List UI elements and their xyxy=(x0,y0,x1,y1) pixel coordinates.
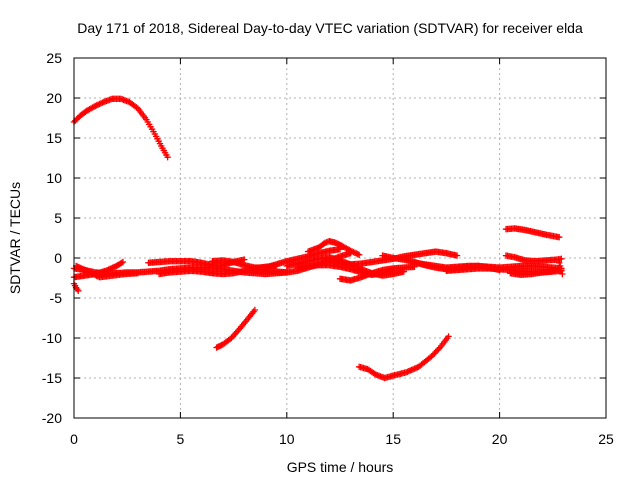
y-tick-label: -15 xyxy=(42,370,62,386)
data-point xyxy=(97,100,105,107)
x-tick-label: 0 xyxy=(70,431,78,447)
y-tick-label: 20 xyxy=(46,90,62,106)
series-arc-8 xyxy=(70,280,82,294)
grid-lines xyxy=(74,58,606,418)
data-point xyxy=(119,258,127,266)
x-tick-label: 20 xyxy=(492,431,508,447)
data-point xyxy=(251,306,259,314)
data-point xyxy=(93,272,100,279)
y-tick-label: -20 xyxy=(42,410,62,426)
data-point xyxy=(559,270,566,278)
data-point xyxy=(555,259,563,266)
data-point xyxy=(558,255,565,262)
data-series xyxy=(70,95,566,382)
data-point xyxy=(371,370,378,378)
data-point xyxy=(241,256,248,263)
data-point xyxy=(432,348,439,356)
data-point xyxy=(347,247,354,254)
data-point xyxy=(134,270,142,277)
data-point xyxy=(351,249,359,256)
y-tick-label: 15 xyxy=(46,130,62,146)
data-point xyxy=(433,347,441,354)
data-point xyxy=(350,248,357,256)
series-arc-2 xyxy=(213,306,259,351)
series-arc-15 xyxy=(304,238,363,258)
x-tick-label: 15 xyxy=(385,431,401,447)
data-point xyxy=(92,271,99,279)
y-tick-label: -5 xyxy=(50,290,63,306)
data-point xyxy=(557,262,564,270)
data-point xyxy=(348,248,356,255)
series-arc-21 xyxy=(502,252,565,265)
axes: 0 5 10 15 20 25 -20 -15 -10 -5 0 5 10 15 20 25 xyxy=(42,50,614,447)
data-point xyxy=(92,102,99,110)
data-point xyxy=(453,252,461,259)
series-arc-9 xyxy=(145,256,248,269)
y-axis-label: SDTVAR / TECUs xyxy=(7,182,23,294)
data-point xyxy=(431,350,438,357)
data-point xyxy=(428,353,435,360)
data-point xyxy=(445,333,452,340)
series-arc-6 xyxy=(70,258,127,281)
data-point xyxy=(75,287,82,294)
data-point xyxy=(90,271,98,278)
x-axis-label: GPS time / hours xyxy=(287,459,394,475)
data-point xyxy=(353,250,360,257)
data-point xyxy=(118,259,125,266)
data-point xyxy=(355,251,363,258)
y-tick-label: 5 xyxy=(54,210,62,226)
x-tick-label: 10 xyxy=(279,431,295,447)
data-point xyxy=(86,269,93,276)
series-arc-1 xyxy=(70,95,171,161)
x-tick-label: 25 xyxy=(598,431,614,447)
data-point xyxy=(435,345,442,353)
series-arc-17 xyxy=(336,263,418,284)
data-point xyxy=(96,100,103,108)
data-point xyxy=(94,101,102,108)
data-point xyxy=(83,267,90,274)
data-point xyxy=(93,102,100,109)
data-point xyxy=(89,270,96,277)
series-arc-4 xyxy=(502,225,563,241)
y-tick-label: 10 xyxy=(46,170,62,186)
data-point xyxy=(354,250,361,258)
data-point xyxy=(558,267,565,274)
y-tick-label: 25 xyxy=(46,50,62,66)
y-tick-label: 0 xyxy=(54,250,62,266)
data-point xyxy=(346,246,353,254)
data-point xyxy=(99,99,106,106)
y-tick-label: -10 xyxy=(42,330,62,346)
data-point xyxy=(164,154,171,161)
data-point xyxy=(84,268,92,275)
data-point xyxy=(429,351,437,359)
data-point xyxy=(87,269,95,277)
series-arc-7 xyxy=(72,262,142,281)
data-point xyxy=(555,234,563,241)
x-tick-label: 5 xyxy=(177,431,185,447)
series-arc-23 xyxy=(555,259,566,278)
data-point xyxy=(90,103,98,110)
series-arc-3 xyxy=(355,333,452,382)
chart-title: Day 171 of 2018, Sidereal Day-to-day VTE… xyxy=(77,20,583,36)
plot-border xyxy=(73,57,607,419)
data-point xyxy=(133,104,140,111)
